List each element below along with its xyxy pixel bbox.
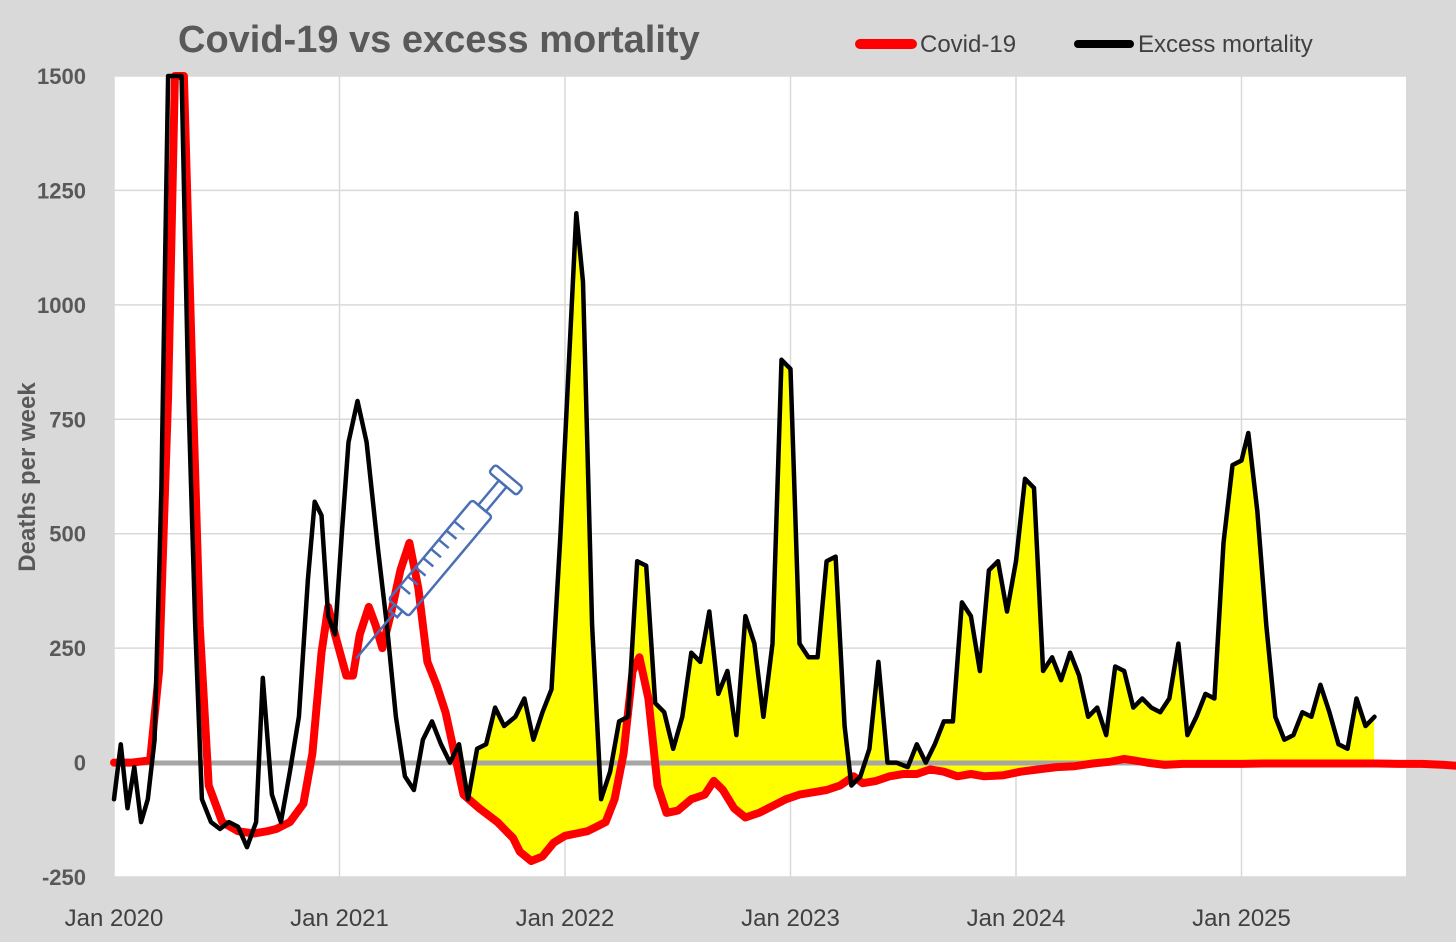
x-tick-label: Jan 2021 bbox=[290, 905, 389, 932]
y-tick-label: 1500 bbox=[37, 64, 86, 89]
y-tick-label: 500 bbox=[49, 522, 86, 547]
y-tick-label: 1250 bbox=[37, 178, 86, 203]
excess-fill-segment bbox=[858, 434, 1375, 784]
covid-19-line bbox=[110, 72, 1456, 865]
x-tick-label: Jan 2022 bbox=[516, 905, 615, 932]
y-tick-label: 250 bbox=[49, 636, 86, 661]
legend-label-excess: Excess mortality bbox=[1138, 31, 1313, 58]
legend: Covid-19 Excess mortality bbox=[855, 31, 1313, 58]
x-tick-label: Jan 2020 bbox=[65, 905, 164, 932]
x-tick-label: Jan 2025 bbox=[1192, 905, 1291, 932]
legend-label-covid: Covid-19 bbox=[920, 31, 1016, 58]
series-lines bbox=[110, 72, 1456, 865]
x-tick-label: Jan 2023 bbox=[741, 905, 840, 932]
syringe-icon bbox=[355, 464, 523, 660]
y-axis-label: Deaths per week bbox=[14, 382, 41, 572]
x-axis-ticks: Jan 2020 Jan 2021 Jan 2022 Jan 2023 Jan 2024… bbox=[65, 905, 1291, 932]
y-tick-label: -250 bbox=[42, 865, 86, 890]
y-tick-label: 1000 bbox=[37, 293, 86, 318]
y-axis-ticks: -250 0 250 500 750 1000 1250 1500 bbox=[37, 64, 86, 890]
excess-mortality-line bbox=[111, 73, 1377, 850]
chart-title: Covid-19 vs excess mortality bbox=[178, 19, 700, 61]
x-tick-label: Jan 2024 bbox=[967, 905, 1066, 932]
y-tick-label: 0 bbox=[74, 751, 86, 776]
y-tick-label: 750 bbox=[49, 407, 86, 432]
